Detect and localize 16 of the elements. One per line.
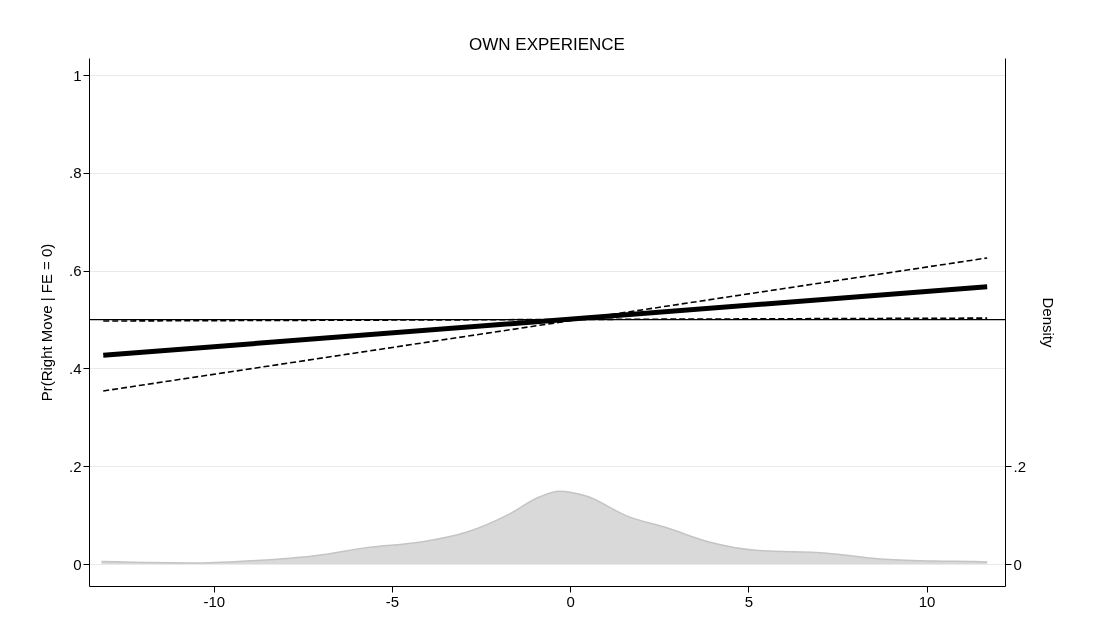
y2-axis-title: Density xyxy=(1040,297,1058,348)
y2-tick-label: 0 xyxy=(1013,555,1022,573)
x-tick-label: 10 xyxy=(918,592,936,610)
y-tick-label: .6 xyxy=(68,262,82,280)
chart-title: OWN EXPERIENCE xyxy=(469,35,625,54)
x-tick-label: -5 xyxy=(385,592,400,610)
y2-tick-label: .2 xyxy=(1013,457,1027,475)
x-tick-label: -10 xyxy=(203,592,226,610)
y-tick-label: .2 xyxy=(68,457,82,475)
y-tick-label: .4 xyxy=(68,359,82,377)
y-tick-label: .8 xyxy=(68,164,82,182)
x-tick-label: 5 xyxy=(744,592,754,610)
y-tick-label: 1 xyxy=(73,66,82,84)
y-tick-label: 0 xyxy=(73,555,82,573)
x-tick-label: 0 xyxy=(566,592,575,610)
y-axis-title: Pr(Right Move | FE = 0) xyxy=(37,243,55,402)
